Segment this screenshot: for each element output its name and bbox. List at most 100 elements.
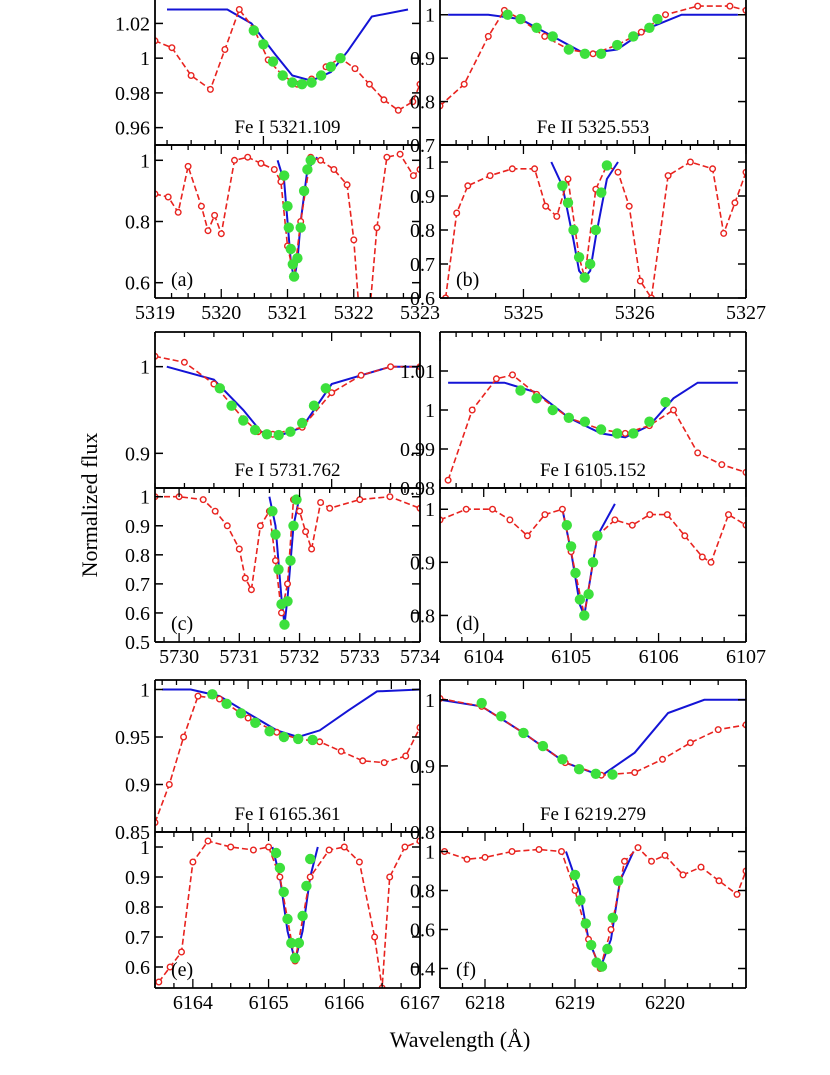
fit-point [660,397,671,408]
fit-point [288,271,300,282]
y-tick-label: 0.7 [410,254,435,276]
y-tick-label: 0.9 [125,775,150,797]
fit-point [238,415,249,426]
observed-point [358,326,364,332]
observed-point [402,752,410,760]
fit-point [596,961,608,972]
observed-spectrum-line [155,355,420,436]
observed-point [168,44,176,52]
observed-point [694,2,702,10]
fit-point [293,733,304,745]
fit-point [586,939,597,951]
observed-point [542,202,550,210]
y-tick-label: 1 [140,150,150,172]
observed-point [646,511,654,519]
observed-point [350,236,358,244]
axis-frame-f-wide: 0.4 0.6 0.8 1 6218 6219 6220 [410,831,747,1014]
panel-a-wide: 0.6 0.8 1 5319 5320 5321 5322 5323 (a) [125,144,440,332]
plot-area-d-wide [440,503,746,621]
observed-point [166,963,174,971]
fit-point [628,31,639,42]
observed-point [589,50,597,58]
observed-point [204,227,212,235]
observed-point [614,168,622,176]
observed-point [481,853,489,861]
observed-point [409,98,417,106]
y-tick-label: 0.9 [410,186,435,208]
observed-point [164,193,172,201]
observed-point [663,511,671,519]
observed-point [355,858,363,866]
fit-point [297,417,308,429]
observed-point [386,493,394,501]
spectral-line-label: Fe I 5321.109 [234,117,340,138]
observed-point [541,511,549,519]
fit-point [279,619,290,630]
y-tick-label: 1 [140,680,150,702]
y-tick-label: 0.99 [400,439,435,461]
observed-point [306,873,314,881]
axis-frame-a-wide: 0.6 0.8 1 5319 5320 5321 5322 5323 [125,144,440,324]
fit-point [613,875,624,886]
observed-point [621,429,629,437]
fit-point [595,424,607,435]
fit-point [293,937,305,949]
fit-point [583,589,594,600]
observed-point [468,406,476,414]
fit-point [261,429,273,440]
observed-point [564,175,572,183]
fit-point [292,253,303,264]
fit-point [573,764,585,775]
synthetic-spectrum-line [550,161,619,280]
observed-point [694,449,702,457]
observed-point [662,11,670,19]
observed-point [558,505,566,513]
fit-point [563,412,574,423]
fit-point [286,937,297,949]
observed-point [276,873,284,881]
y-tick-label: 0.6 [125,957,150,979]
y-tick-label: 1 [140,357,150,379]
fit-point [289,952,301,964]
observed-point [628,521,636,529]
observed-point [659,755,667,763]
fit-point [579,610,590,621]
y-tick-label: 0.9 [125,443,150,465]
fit-point [607,912,618,923]
y-tick-label: 1 [140,837,150,859]
observed-point [199,496,207,504]
observed-point [256,522,264,530]
observed-point [509,371,517,379]
fit-point [537,740,549,752]
observed-point [204,837,212,845]
observed-point [634,844,642,852]
observed-point [697,863,705,871]
fit-point [302,164,313,175]
y-tick-label: 0.85 [115,822,150,844]
fit-point [601,160,613,171]
fit-point [296,79,308,90]
observed-point [686,158,694,166]
observed-point [235,5,243,13]
fit-point [557,754,568,765]
y-tick-label: 0.9 [125,516,150,538]
fit-point [628,428,639,439]
fit-point [644,416,655,427]
x-tick-label: 6220 [645,992,685,1014]
panel-e-zoom: 0.85 0.9 0.95 1 Fe I 6165.361 [115,679,421,844]
observed-point [531,165,539,173]
observed-point [726,2,734,10]
fit-point [644,22,655,33]
y-tick-label: 0.8 [410,881,435,903]
observed-point [535,846,543,854]
y-tick-label: 0.98 [115,83,150,105]
observed-point [541,32,549,40]
observed-point [302,528,310,536]
observed-point [215,695,223,703]
x-tick-label: 5323 [400,302,440,324]
observed-point [371,933,379,941]
spectral-line-label: Fe II 5325.553 [537,117,649,138]
fit-point [285,243,296,255]
fit-point [580,918,591,929]
fit-point [214,383,225,394]
